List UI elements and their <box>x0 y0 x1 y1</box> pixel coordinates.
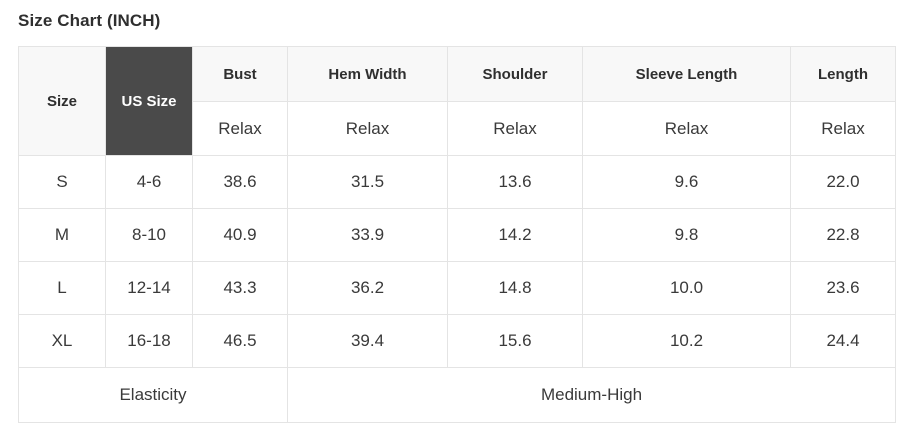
page-title: Size Chart (INCH) <box>18 11 161 30</box>
cell-hem-width: 36.2 <box>287 261 448 315</box>
column-header-length: Length <box>790 46 896 102</box>
elasticity-value: Medium-High <box>287 367 896 423</box>
table-row: L 12-14 43.3 36.2 14.8 10.0 23.6 <box>18 261 896 315</box>
cell-shoulder: 14.2 <box>447 208 583 262</box>
fit-label-length: Relax <box>790 101 896 156</box>
cell-shoulder: 15.6 <box>447 314 583 368</box>
table-row: S 4-6 38.6 31.5 13.6 9.6 22.0 <box>18 155 896 209</box>
cell-shoulder: 13.6 <box>447 155 583 209</box>
fit-label-shoulder: Relax <box>447 101 583 156</box>
cell-length: 22.8 <box>790 208 896 262</box>
cell-bust: 38.6 <box>192 155 288 209</box>
cell-hem-width: 39.4 <box>287 314 448 368</box>
cell-bust: 40.9 <box>192 208 288 262</box>
column-header-size: Size <box>18 46 106 156</box>
column-header-sleeve-length: Sleeve Length <box>582 46 791 102</box>
cell-length: 22.0 <box>790 155 896 209</box>
table-row: M 8-10 40.9 33.9 14.2 9.8 22.8 <box>18 208 896 262</box>
cell-hem-width: 33.9 <box>287 208 448 262</box>
cell-shoulder: 14.8 <box>447 261 583 315</box>
size-table-container: Size US Size Bust Hem Width Shoulder Sle… <box>18 46 896 423</box>
table-body: S 4-6 38.6 31.5 13.6 9.6 22.0 M 8-10 40.… <box>18 155 896 423</box>
fit-label-sleeve-length: Relax <box>582 101 791 156</box>
fit-label-bust: Relax <box>192 101 288 156</box>
column-header-shoulder: Shoulder <box>447 46 583 102</box>
cell-us-size: 4-6 <box>105 155 193 209</box>
table-header-row-measurements: Size US Size Bust Hem Width Shoulder Sle… <box>18 46 896 156</box>
cell-us-size: 16-18 <box>105 314 193 368</box>
cell-length: 23.6 <box>790 261 896 315</box>
fit-label-hem-width: Relax <box>287 101 448 156</box>
column-header-hem-width: Hem Width <box>287 46 448 102</box>
cell-sleeve-length: 10.2 <box>582 314 791 368</box>
column-header-bust: Bust <box>192 46 288 102</box>
cell-sleeve-length: 9.8 <box>582 208 791 262</box>
column-header-us-size: US Size <box>105 46 193 156</box>
size-chart-table: Size US Size Bust Hem Width Shoulder Sle… <box>18 46 896 423</box>
cell-us-size: 12-14 <box>105 261 193 315</box>
cell-us-size: 8-10 <box>105 208 193 262</box>
cell-size: M <box>18 208 106 262</box>
table-footer-row: Elasticity Medium-High <box>18 367 896 423</box>
cell-length: 24.4 <box>790 314 896 368</box>
table-header: Size US Size Bust Hem Width Shoulder Sle… <box>18 46 896 156</box>
elasticity-label: Elasticity <box>18 367 288 423</box>
cell-bust: 46.5 <box>192 314 288 368</box>
cell-size: S <box>18 155 106 209</box>
cell-sleeve-length: 9.6 <box>582 155 791 209</box>
cell-size: L <box>18 261 106 315</box>
cell-bust: 43.3 <box>192 261 288 315</box>
table-row: XL 16-18 46.5 39.4 15.6 10.2 24.4 <box>18 314 896 368</box>
table-header-row-fit: Relax Relax Relax Relax Relax <box>19 101 896 156</box>
cell-sleeve-length: 10.0 <box>582 261 791 315</box>
cell-hem-width: 31.5 <box>287 155 448 209</box>
cell-size: XL <box>18 314 106 368</box>
